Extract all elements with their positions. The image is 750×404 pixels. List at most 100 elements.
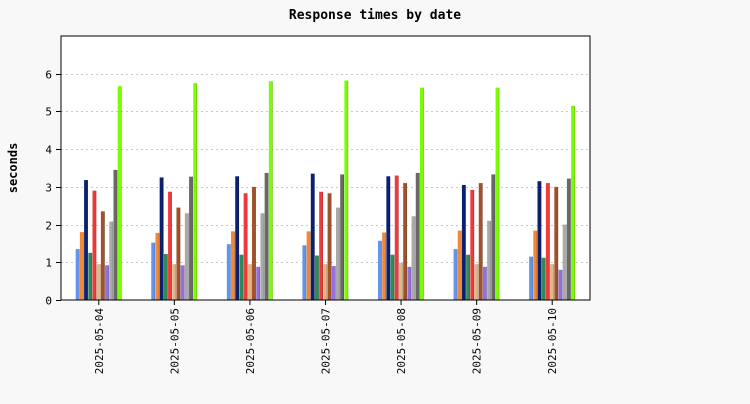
y-tick-label: 4 xyxy=(45,144,52,157)
y-tick-label: 1 xyxy=(45,257,52,270)
bar xyxy=(382,232,386,300)
bar xyxy=(541,257,546,300)
bar xyxy=(566,178,571,300)
bar xyxy=(529,256,533,300)
x-tick-labels: 2025-05-04 2025-05-05 2025-05-06 2025-05-07… xyxy=(93,300,559,374)
bar xyxy=(336,207,340,300)
plot-area xyxy=(61,36,590,300)
bar xyxy=(168,191,172,300)
bar xyxy=(398,263,403,300)
bar xyxy=(235,176,240,300)
bar xyxy=(344,80,349,300)
bar xyxy=(75,249,80,300)
y-tick-label: 2 xyxy=(45,220,52,233)
bar xyxy=(260,213,265,300)
bar xyxy=(189,176,193,300)
bar xyxy=(109,221,114,300)
bar xyxy=(411,216,416,300)
x-tick-label: 2025-05-07 xyxy=(320,308,333,374)
bar xyxy=(394,175,399,300)
bar xyxy=(243,193,248,300)
bar xyxy=(172,264,177,300)
bar xyxy=(407,266,412,300)
bar xyxy=(256,266,261,300)
bar xyxy=(487,220,491,300)
y-tick-label: 5 xyxy=(45,106,52,119)
bar xyxy=(151,242,156,300)
y-tick-label: 0 xyxy=(45,295,52,308)
bar xyxy=(474,264,479,300)
bar xyxy=(159,177,164,300)
x-tick-label: 2025-05-04 xyxy=(93,308,106,375)
bar xyxy=(323,264,328,300)
bar xyxy=(310,173,315,300)
bar xyxy=(457,230,462,300)
bar xyxy=(554,186,559,300)
x-tick-label: 2025-05-10 xyxy=(546,308,559,374)
bars xyxy=(75,80,576,301)
bar xyxy=(562,224,567,300)
bar xyxy=(252,186,256,300)
bar xyxy=(226,244,231,300)
bar xyxy=(491,174,496,300)
bar xyxy=(453,249,458,300)
bar xyxy=(176,207,181,300)
y-tick-labels: 0 1 2 3 4 5 6 xyxy=(45,69,61,308)
x-tick-label: 2025-05-08 xyxy=(395,308,408,374)
x-tick-label: 2025-05-06 xyxy=(244,308,257,374)
bar xyxy=(537,181,542,300)
bar xyxy=(386,176,391,300)
bar xyxy=(239,254,244,300)
bar xyxy=(558,269,563,300)
bar xyxy=(105,265,109,300)
bar xyxy=(545,183,550,300)
grid-lines xyxy=(61,74,590,263)
bar xyxy=(88,252,93,300)
bar xyxy=(550,264,554,300)
y-tick-label: 6 xyxy=(45,69,52,82)
bar xyxy=(419,87,424,300)
bar xyxy=(231,231,235,300)
chart-title: Response times by date xyxy=(289,8,461,23)
bar xyxy=(340,174,344,300)
bar xyxy=(184,213,189,300)
bar xyxy=(377,240,382,300)
bar xyxy=(247,264,252,300)
bar xyxy=(117,86,122,300)
bar xyxy=(533,230,538,300)
bar xyxy=(466,254,470,300)
bar xyxy=(315,255,319,300)
bar xyxy=(327,193,332,300)
bar xyxy=(100,211,105,300)
bar xyxy=(155,232,160,300)
bar xyxy=(79,232,84,300)
bar xyxy=(495,87,500,300)
bar xyxy=(268,81,273,300)
bar xyxy=(92,190,97,300)
bar xyxy=(96,264,101,300)
bar xyxy=(302,245,307,300)
bar xyxy=(264,172,269,300)
y-axis-label: seconds xyxy=(6,143,20,194)
bar xyxy=(319,191,323,300)
bar xyxy=(84,180,88,300)
x-tick-label: 2025-05-09 xyxy=(471,308,484,374)
bar xyxy=(331,266,336,300)
y-tick-label: 3 xyxy=(45,182,52,195)
bar xyxy=(390,254,395,300)
bar xyxy=(403,183,407,300)
bar xyxy=(113,169,118,300)
bar xyxy=(571,105,575,301)
bar xyxy=(482,266,487,300)
bar xyxy=(193,83,198,300)
bar xyxy=(306,231,311,300)
bar xyxy=(180,265,185,300)
bar xyxy=(163,253,168,300)
bar xyxy=(478,183,483,300)
bar xyxy=(415,172,420,300)
bar xyxy=(470,189,475,300)
bar xyxy=(461,184,466,300)
x-tick-label: 2025-05-05 xyxy=(168,308,181,374)
